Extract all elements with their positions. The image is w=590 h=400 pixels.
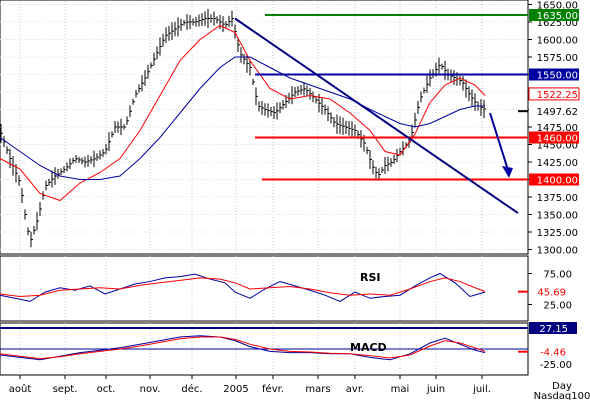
y-tick-label: 1375.00 [537, 193, 578, 204]
value-tags: 1635.00 1550.00 1460.00 1400.00 1522.25 1497.… [518, 9, 580, 359]
price-tag-label: 1522.25 [537, 90, 578, 101]
y-tick-label: 1600.00 [537, 36, 578, 47]
x-tick-label: mars [305, 384, 330, 395]
y-tick-label: 1450.00 [537, 141, 578, 152]
forecast-arrow-shaft [489, 112, 509, 171]
macd-top-tag-bg [529, 322, 577, 334]
y-tick-label: 1625.00 [537, 18, 578, 29]
last-price-tag-label: 1497.62 [537, 107, 578, 118]
x-tick-label: sept. [53, 384, 78, 395]
support-resistance-lines [234, 14, 528, 214]
x-tick-label: nov. [140, 384, 161, 395]
x-axis-tick-labels: août sept. oct. nov. déc. 2005 févr. mars avr. ma… [9, 375, 491, 395]
level-tag-bg [529, 68, 579, 81]
macd-line-1 [0, 336, 486, 360]
y-tick-label: 1300.00 [537, 246, 578, 257]
level-tag-label: 1400.00 [537, 176, 578, 187]
downtrend-line [234, 17, 519, 214]
macd-line-0 [0, 335, 486, 361]
macd-y-tick-label: -25.00 [540, 360, 572, 371]
rsi-y-tick-label: 75.00 [543, 270, 572, 281]
level-tag-bg [529, 9, 579, 21]
level-tag-label: 1635.00 [537, 11, 578, 22]
rsi-title: RSI [360, 271, 381, 284]
x-tick-label: févr. [262, 383, 284, 395]
x-tick-label: juin [426, 384, 445, 395]
rsi-line-0 [0, 272, 486, 302]
level-tag-bg [529, 173, 579, 186]
y-tick-label: 1325.00 [537, 228, 578, 239]
rsi-line-1 [0, 277, 486, 297]
moving-average-blue [0, 56, 485, 180]
macd-value-label: -4.46 [540, 348, 566, 359]
x-tick-label: juil. [472, 384, 491, 395]
symbol-label: Nasdaq100 [534, 391, 590, 400]
y-tick-label: 1475.00 [537, 123, 578, 134]
rsi-value-label: 45.69 [537, 288, 566, 299]
x-tick-label: 2005 [223, 384, 248, 395]
x-tick-label: août [9, 383, 32, 395]
last-price-tag-bg [529, 105, 579, 118]
rsi-y-tick-label: 25.00 [543, 301, 572, 312]
x-tick-label: déc. [181, 383, 202, 395]
y-tick-label: 1650.00 [537, 1, 578, 12]
x-tick-label: oct. [97, 384, 116, 395]
y-tick-label: 1425.00 [537, 158, 578, 169]
level-tag-label: 1550.00 [537, 71, 578, 82]
price-tag-bg [528, 87, 580, 101]
y-tick-label: 1350.00 [537, 211, 578, 222]
x-tick-label: avr. [346, 384, 364, 395]
level-tag-label: 1460.00 [537, 134, 578, 145]
forecast-arrow-head [502, 166, 513, 178]
macd-title: MACD [350, 341, 387, 354]
period-label: Day [552, 381, 572, 392]
x-tick-label: mai [391, 384, 410, 395]
macd-top-tag-label: 27.15 [539, 324, 568, 335]
level-tag-bg [529, 131, 579, 144]
y-tick-label: 1575.00 [537, 53, 578, 64]
